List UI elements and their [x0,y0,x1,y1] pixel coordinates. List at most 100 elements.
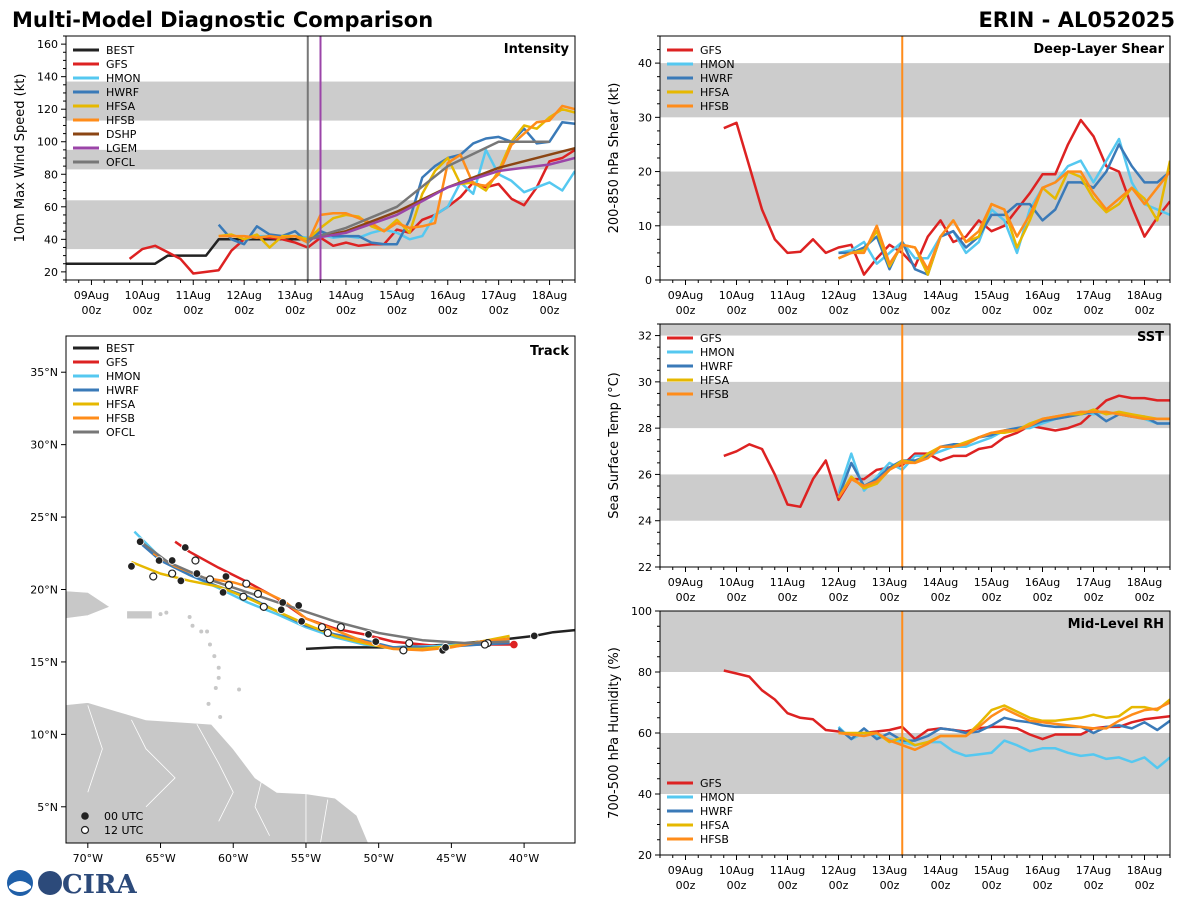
legend-label-gfs: GFS [700,777,722,790]
panel-title: Track [530,344,569,359]
x-tick-label: 09Aug [668,864,703,877]
legend-label-gfs: GFS [700,332,722,345]
position-12utc-marker [205,575,215,584]
position-00utc-marker [221,572,231,581]
cira-logo: CIRA [7,870,137,900]
x-tick-label: 13Aug [872,289,907,302]
position-12utc-marker [259,602,268,611]
x-tick-label: 10Aug [719,864,754,877]
position-00utc-marker [218,588,228,597]
x-tick-label: 00z [676,879,696,892]
x-tick-label: 18Aug [1127,576,1162,589]
x-tick-label: 00z [829,591,849,604]
lat-tick-label: 35°N [30,366,58,379]
x-tick-label: 00z [880,591,900,604]
series-line-ofcl [307,140,550,241]
x-tick-label: 10Aug [719,576,754,589]
x-tick-label: 09Aug [668,576,703,589]
legend-12utc-label: 12 UTC [104,824,144,837]
x-tick-label: 00z [1033,304,1053,317]
y-axis-label: 200-850 hPa Shear (kt) [607,83,622,234]
position-12utc-marker [253,589,263,598]
x-tick-label: 00z [1033,591,1053,604]
y-tick-label: 40 [44,233,58,246]
legend-label-hmon: HMON [700,58,735,71]
lon-tick-label: 70°W [73,852,103,865]
y-tick-label: 28 [638,422,652,435]
legend-label-hfsa: HFSA [700,819,730,832]
track-panel: 70°W 65°W 60°W 55°W 50°W 45°W 40°W 5°N 10°N 15°N 2… [30,335,576,865]
series-line-hfsb [838,701,1170,752]
panel-title: Mid-Level RH [1068,617,1164,632]
x-tick-label: 00z [1135,304,1155,317]
island-land [205,629,210,634]
lat-tick-label: 30°N [30,439,58,452]
legend-label-hfsa: HFSA [106,100,136,113]
hispaniola-land [66,590,111,619]
y-tick-label: 20 [638,849,652,862]
x-tick-label: 00z [1033,879,1053,892]
x-tick-label: 11Aug [176,289,211,302]
x-tick-label: 16Aug [430,289,465,302]
x-tick-label: 00z [489,304,509,317]
legend-label-hfsb: HFSB [700,388,729,401]
x-tick-label: 00z [1135,879,1155,892]
x-tick-label: 00z [880,879,900,892]
south-america-land [66,702,369,843]
x-tick-label: 00z [880,304,900,317]
threshold-band [660,381,1170,429]
x-tick-label: 18Aug [1127,864,1162,877]
island-land [218,714,223,719]
x-tick-label: 00z [132,304,152,317]
series-line-gfs [723,118,1170,276]
island-land [206,701,211,706]
x-tick-label: 17Aug [1076,289,1111,302]
legend-label-hfsa: HFSA [106,398,136,411]
country-border [87,705,103,793]
country-border [254,777,270,836]
position-12utc-marker [242,579,251,588]
y-tick-label: 80 [638,666,652,679]
y-tick-label: 140 [37,71,58,84]
x-tick-label: 00z [727,591,747,604]
x-tick-label: 00z [82,304,102,317]
series-line-hfsa [218,107,575,249]
lat-tick-label: 15°N [30,656,58,669]
position-00utc-marker [176,576,186,586]
x-tick-label: 12Aug [821,864,856,877]
legend-label-best: BEST [106,342,134,355]
threshold-band [660,733,1170,794]
y-tick-label: 10 [638,220,652,233]
y-tick-label: 30 [638,376,652,389]
legend-label-hmon: HMON [700,346,735,359]
legend-00utc-label: 00 UTC [104,810,144,823]
legend-label-ofcl: OFCL [106,156,136,169]
sst-panel: 22 24 26 28 30 32 09Aug 00z 10Aug 00z 11Aug 00z 12Au… [607,323,1171,604]
position-00utc-marker [371,637,380,646]
legend-label-hfsb: HFSB [106,114,135,127]
cira-logo-text: CIRA [62,870,137,900]
x-tick-label: 00z [387,304,407,317]
y-tick-label: 22 [638,561,652,574]
legend-label-lgem: LGEM [106,142,137,155]
x-tick-label: 17Aug [1076,576,1111,589]
position-12utc-marker [399,646,408,655]
x-tick-label: 00z [931,304,951,317]
x-tick-label: 00z [1084,304,1104,317]
position-12utc-marker [323,628,332,638]
x-tick-label: 00z [778,591,798,604]
x-tick-label: 00z [438,304,458,317]
track-line-ofcl [137,539,510,645]
position-12utc-marker [224,581,233,590]
position-12utc-marker [317,623,327,632]
position-12utc-marker [149,572,158,581]
x-tick-label: 15Aug [974,864,1009,877]
x-tick-label: 18Aug [532,289,567,302]
panel-title: SST [1137,330,1164,345]
x-tick-label: 00z [336,304,356,317]
y-axis-label: 10m Max Wind Speed (kt) [13,74,28,243]
y-tick-label: 24 [638,515,652,528]
x-tick-label: 00z [183,304,203,317]
x-tick-label: 00z [778,304,798,317]
position-00utc-marker [135,537,145,546]
